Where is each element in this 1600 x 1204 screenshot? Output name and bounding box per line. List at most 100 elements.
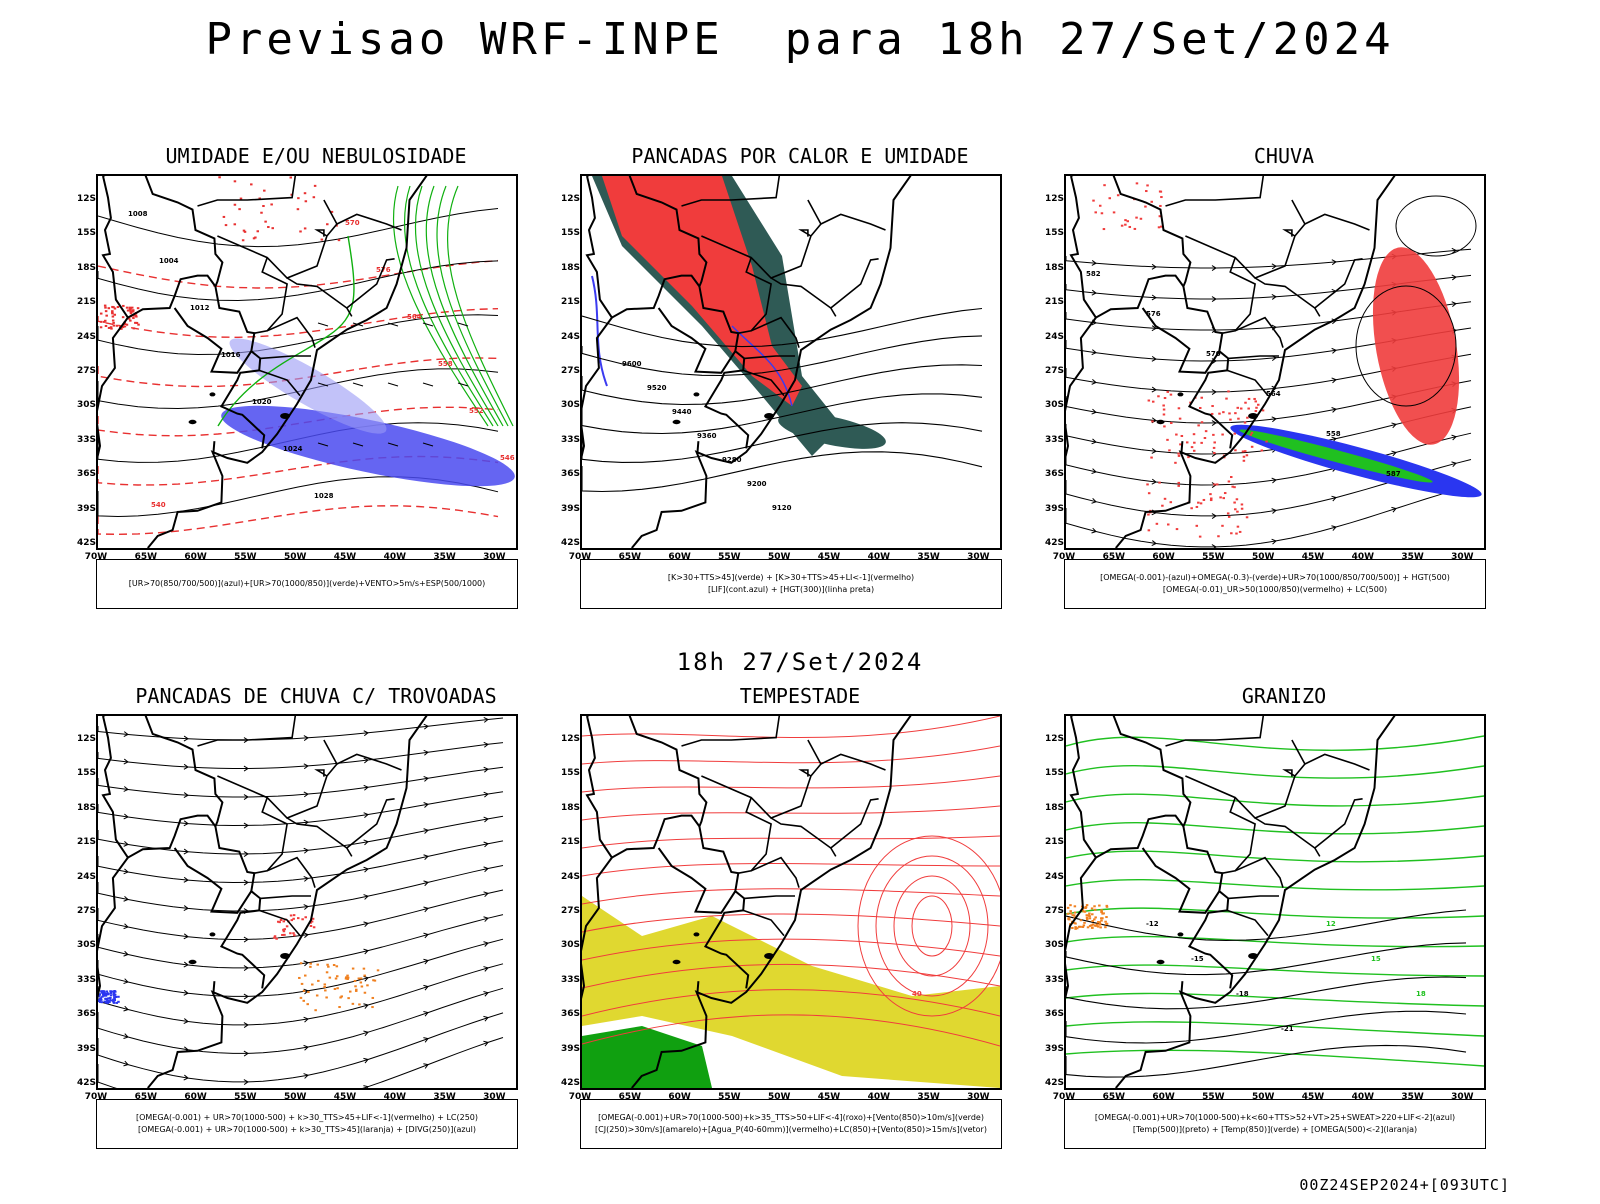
omega-red-speckle xyxy=(1250,445,1254,448)
low-humidity-contour xyxy=(425,185,504,427)
omega-red-speckle xyxy=(1150,456,1153,459)
omega500-speckle xyxy=(1074,926,1077,929)
omega500-speckle xyxy=(1085,918,1089,921)
contour-label: 12 xyxy=(1326,920,1336,928)
omega-red-speckle xyxy=(1236,510,1239,513)
arrow-icon xyxy=(423,1010,429,1017)
temp850-contour xyxy=(1066,992,1484,1007)
streamline xyxy=(1066,432,1472,486)
arrow-icon xyxy=(423,749,429,756)
divergence-speckle xyxy=(107,997,110,1000)
latitude-tick-label: 36S xyxy=(560,1009,580,1020)
temp850-contour xyxy=(1066,765,1484,779)
red-area xyxy=(289,914,293,917)
red-area xyxy=(292,932,295,935)
omega-red-speckle xyxy=(1135,182,1139,185)
low-humidity-contour xyxy=(436,185,509,427)
arrow-icon xyxy=(1211,513,1217,519)
longitude-tick-label: 65W xyxy=(1102,1092,1126,1102)
longitude-tick-label: 50W xyxy=(283,1092,307,1102)
omega-red-speckle xyxy=(1190,446,1194,449)
streamline xyxy=(98,889,504,941)
orange-area xyxy=(324,989,327,992)
k-tts-li-area xyxy=(602,176,802,406)
red-area xyxy=(273,936,276,939)
lc850-streamline xyxy=(582,863,1000,877)
latitude-tick-label: 27S xyxy=(76,906,96,916)
omega-red-speckle xyxy=(1212,446,1216,449)
orange-area xyxy=(339,996,342,999)
longitude-tick-label: 65W xyxy=(134,552,158,562)
omega-red-speckle xyxy=(1234,412,1237,415)
thickness-speckle xyxy=(303,227,307,230)
contour-label: 9200 xyxy=(747,480,767,488)
thickness-speckle xyxy=(270,203,273,206)
latitude-tick-label: 30S xyxy=(1044,940,1064,951)
thickness-speckle xyxy=(239,197,243,200)
lc850-streamline xyxy=(582,775,1000,793)
latitude-tick-label: 12S xyxy=(1044,734,1064,744)
latitude-tick-label: 30S xyxy=(1044,400,1064,411)
temp500-contour xyxy=(1066,1010,1467,1044)
wind-vector xyxy=(422,322,434,327)
panel-chuva: CHUVA 12S 15S 18S 21S 24S 27S 30S 33S 36S 39S 42S 70… xyxy=(1024,144,1544,664)
arrow-icon xyxy=(1151,263,1157,270)
omega-red-speckle xyxy=(1222,411,1225,414)
arrow-icon xyxy=(243,936,249,943)
arrow-icon xyxy=(123,978,129,985)
contour-label: 1012 xyxy=(190,304,210,312)
arrow-icon xyxy=(1091,468,1097,475)
red-area xyxy=(283,933,286,936)
arrow-icon xyxy=(423,906,429,913)
thickness-speckle xyxy=(297,197,300,200)
thickness-speckle xyxy=(243,230,247,233)
red-area xyxy=(292,917,295,920)
omega500-speckle xyxy=(1093,908,1097,911)
thickness-speckle xyxy=(233,223,237,226)
latitude-tick-label: 36S xyxy=(1044,469,1064,480)
omega-red-speckle xyxy=(1162,413,1166,416)
arrow-icon xyxy=(1091,289,1097,296)
contour-label: 1016 xyxy=(221,351,241,359)
thickness-speckle xyxy=(132,317,135,320)
arrow-icon xyxy=(123,923,129,930)
omega-red-speckle xyxy=(1244,401,1247,404)
panel-umidade: UMIDADE E/OU NEBULOSIDADE 12S 15S 18S 21S 24S… xyxy=(56,144,576,664)
arrow-icon xyxy=(363,866,369,873)
thickness-speckle xyxy=(134,314,138,317)
arrow-icon xyxy=(303,735,309,741)
temp500-contour xyxy=(1066,976,1467,1010)
latitude-tick-label: 21S xyxy=(1044,297,1064,308)
contour-label: 558 xyxy=(438,360,453,368)
omega500-speckle xyxy=(1105,904,1109,907)
legend-box: [OMEGA(-0.001)+UR>70(1000-500)+k>35_TTS>… xyxy=(580,1099,1002,1149)
omega-red-speckle xyxy=(1260,449,1264,452)
arrow-icon xyxy=(1331,525,1337,531)
arrow-icon xyxy=(183,763,189,770)
longitude-tick-label: 50W xyxy=(1251,1092,1275,1102)
thickness-speckle xyxy=(136,307,140,310)
red-area xyxy=(283,928,286,931)
omega-red-speckle xyxy=(1217,535,1220,538)
longitude-tick-label: 70W xyxy=(568,552,592,562)
omega500-speckle xyxy=(1090,924,1093,927)
red-area xyxy=(282,930,286,933)
omega-red-speckle xyxy=(1166,438,1169,441)
omega-red-speckle xyxy=(1192,433,1196,436)
latitude-tick-label: 24S xyxy=(76,331,96,342)
legend-line: [K>30+TTS>45](verde) + [K>30+TTS>45+LI<-… xyxy=(667,573,915,582)
arrow-icon xyxy=(363,948,369,955)
thickness-speckle xyxy=(222,215,226,218)
thickness-speckle xyxy=(303,192,307,195)
orange-area xyxy=(354,985,357,988)
divergence-speckle xyxy=(112,998,115,1001)
map-canvas: 9600 9520 9440 9360 9280 9200 9120 xyxy=(582,176,983,548)
omega-red-speckle xyxy=(1200,396,1204,399)
pressure-contour xyxy=(98,208,499,248)
thickness-speckle xyxy=(111,305,114,308)
orange-area xyxy=(338,1006,341,1009)
wind-vector xyxy=(317,382,329,387)
omega500-speckle xyxy=(1073,905,1077,908)
thickness-speckle xyxy=(99,312,103,315)
omega-red-speckle xyxy=(1170,422,1173,425)
